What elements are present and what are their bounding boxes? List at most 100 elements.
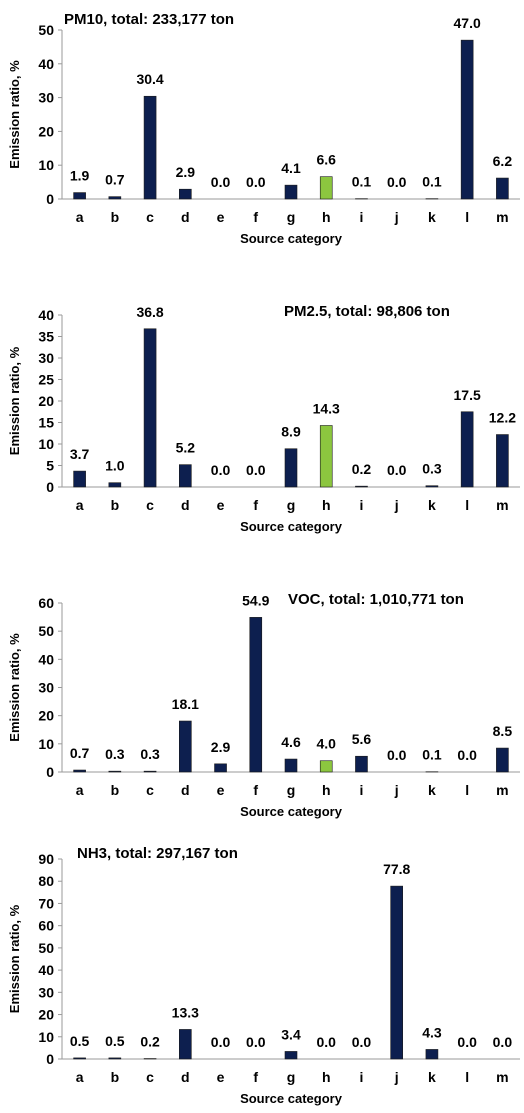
- bar-c: [143, 95, 157, 200]
- category-label-a: a: [76, 1069, 84, 1085]
- y-tick-label: 40: [38, 962, 54, 978]
- bar-a: [73, 1057, 86, 1060]
- y-axis-label: Emission ratio, %: [7, 904, 22, 1013]
- category-label-m: m: [496, 1069, 508, 1085]
- category-label-m: m: [496, 209, 508, 225]
- y-tick-label: 10: [38, 157, 54, 173]
- category-label-m: m: [496, 497, 508, 513]
- category-label-a: a: [76, 497, 84, 513]
- bar-g: [284, 448, 298, 488]
- y-tick-label: 10: [38, 436, 54, 452]
- data-label-d: 13.3: [172, 1004, 199, 1020]
- category-label-b: b: [111, 497, 120, 513]
- category-label-d: d: [181, 782, 190, 798]
- data-label-g: 4.1: [281, 160, 301, 176]
- chart-svg-3: 0 10 20 30 40 50 60 a 0.7 b 0.3 c 0.3 d 18.1 e 2.9 f 54.9 g…: [7, 591, 520, 819]
- data-label-j: 0.0: [387, 747, 407, 763]
- bar-k: [425, 485, 439, 488]
- data-label-k: 4.3: [422, 1024, 442, 1040]
- chart-panel-4: 0 10 20 30 40 50 60 70 80 90 a 0.5 b 0.5 c 0.2 d 13.3 e 0.0…: [0, 838, 524, 1108]
- data-label-d: 2.9: [176, 164, 196, 180]
- data-label-m: 0.0: [493, 1034, 513, 1050]
- bar-e: [214, 763, 227, 773]
- data-label-e: 0.0: [211, 1034, 231, 1050]
- bar-a: [73, 470, 86, 488]
- bar-b: [108, 1057, 122, 1060]
- data-label-l: 0.0: [457, 747, 477, 763]
- category-label-k: k: [428, 497, 436, 513]
- data-label-b: 0.3: [105, 746, 125, 762]
- y-tick-label: 40: [38, 651, 54, 667]
- category-label-c: c: [146, 782, 154, 798]
- data-label-c: 30.4: [136, 71, 163, 87]
- data-label-f: 54.9: [242, 592, 269, 608]
- category-label-i: i: [360, 782, 364, 798]
- chart-svg-2: 0 5 10 15 20 25 30 35 40 a 3.7 b 1.0 c 36.8 d 5.2 e 0.0 f 0.…: [7, 303, 520, 534]
- bar-a: [73, 769, 86, 773]
- bar-d: [179, 188, 192, 200]
- category-label-f: f: [253, 497, 258, 513]
- data-label-l: 0.0: [457, 1034, 477, 1050]
- category-label-l: l: [465, 782, 469, 798]
- data-label-c: 36.8: [136, 304, 163, 320]
- y-tick-label: 50: [38, 22, 54, 38]
- data-label-e: 2.9: [211, 739, 231, 755]
- y-tick-label: 50: [38, 623, 54, 639]
- y-tick-label: 10: [38, 1029, 54, 1045]
- x-axis-label: Source category: [240, 519, 343, 534]
- y-axis-label: Emission ratio, %: [7, 346, 22, 455]
- bar-a: [73, 192, 86, 200]
- bar-g: [284, 184, 298, 200]
- chart-panel-1: 0 10 20 30 40 50 a 1.9 b 0.7 c 30.4 d 2.9 e 0.0 f 0.0 g 4.1…: [0, 0, 524, 270]
- category-label-e: e: [217, 209, 225, 225]
- data-label-j: 0.0: [387, 462, 407, 478]
- category-label-a: a: [76, 209, 84, 225]
- category-label-f: f: [253, 782, 258, 798]
- data-label-j: 77.8: [383, 861, 410, 877]
- chart-svg-4: 0 10 20 30 40 50 60 70 80 90 a 0.5 b 0.5 c 0.2 d 13.3 e 0.0…: [7, 845, 520, 1106]
- y-tick-label: 40: [38, 56, 54, 72]
- y-axis-label: Emission ratio, %: [7, 60, 22, 169]
- chart-title: PM2.5, total: 98,806 ton: [284, 303, 450, 320]
- y-tick-label: 35: [38, 329, 54, 345]
- category-label-i: i: [360, 497, 364, 513]
- x-axis-label: Source category: [240, 804, 343, 819]
- y-tick-label: 40: [38, 307, 54, 323]
- data-label-b: 1.0: [105, 458, 125, 474]
- category-label-l: l: [465, 1069, 469, 1085]
- chart-title: PM10, total: 233,177 ton: [64, 11, 234, 28]
- x-axis-label: Source category: [240, 1091, 343, 1106]
- y-tick-label: 30: [38, 350, 54, 366]
- y-tick-label: 0: [46, 764, 54, 780]
- bar-b: [108, 482, 122, 488]
- y-tick-label: 70: [38, 895, 54, 911]
- data-label-l: 17.5: [454, 387, 481, 403]
- bar-c: [143, 328, 157, 488]
- category-label-a: a: [76, 782, 84, 798]
- bar-h: [319, 760, 333, 773]
- chart-panel-2: 0 5 10 15 20 25 30 35 40 a 3.7 b 1.0 c 36.8 d 5.2 e 0.0 f 0.…: [0, 284, 524, 554]
- chart-title: VOC, total: 1,010,771 ton: [288, 591, 464, 608]
- y-tick-label: 30: [38, 680, 54, 696]
- category-label-h: h: [322, 782, 331, 798]
- bar-i: [355, 485, 368, 488]
- category-label-h: h: [322, 209, 331, 225]
- data-label-k: 0.1: [422, 747, 442, 763]
- data-label-m: 6.2: [493, 153, 513, 169]
- data-label-i: 5.6: [352, 731, 372, 747]
- y-tick-label: 0: [46, 479, 54, 495]
- data-label-b: 0.5: [105, 1033, 125, 1049]
- y-tick-label: 60: [38, 595, 54, 611]
- category-label-k: k: [428, 209, 436, 225]
- category-label-e: e: [217, 497, 225, 513]
- category-label-j: j: [394, 782, 399, 798]
- category-label-d: d: [181, 1069, 190, 1085]
- category-label-f: f: [253, 1069, 258, 1085]
- category-label-i: i: [360, 209, 364, 225]
- category-label-c: c: [146, 497, 154, 513]
- y-tick-label: 0: [46, 1051, 54, 1067]
- data-label-f: 0.0: [246, 462, 266, 478]
- y-tick-label: 25: [38, 372, 54, 388]
- y-tick-label: 30: [38, 90, 54, 106]
